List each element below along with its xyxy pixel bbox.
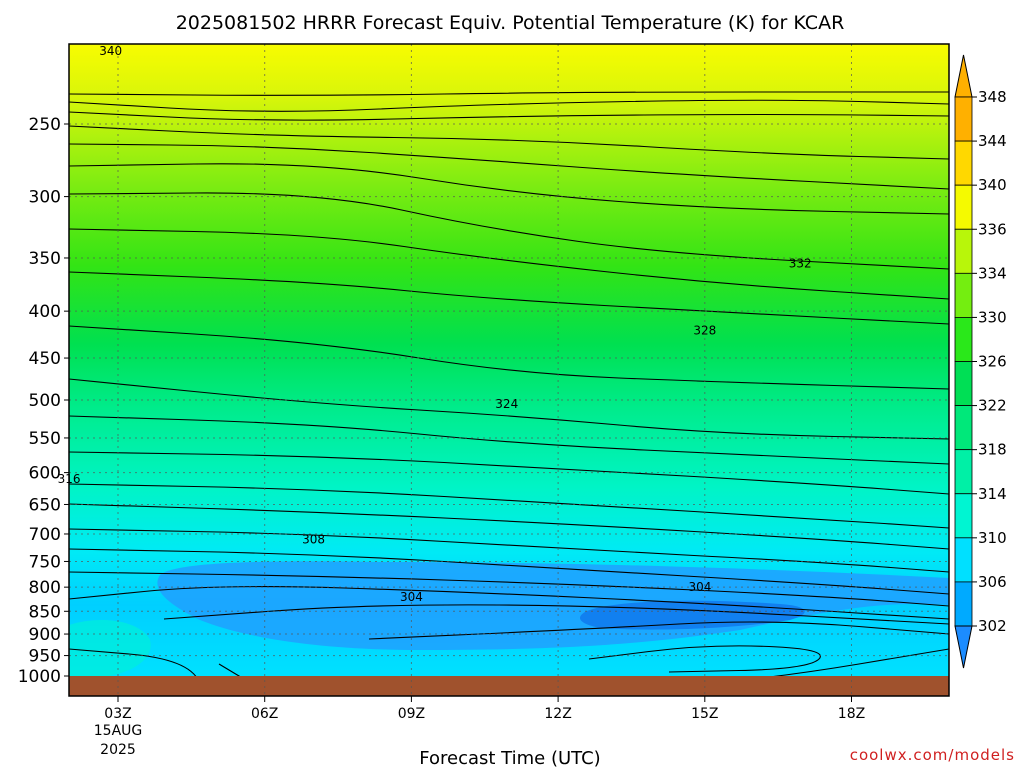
contour-line [368, 621, 949, 640]
colorbar-band [954, 537, 973, 583]
colorbar-label: 302 [978, 617, 1007, 635]
colorbar-band [954, 140, 973, 186]
colorbar-band [954, 581, 973, 627]
colorbar-band [954, 449, 973, 495]
contour-line [69, 378, 949, 440]
y-tick-label: 900 [29, 625, 61, 645]
colorbar: 348 344 340 336 334 330 326 322 318 314 310 306 302 [954, 54, 1007, 669]
chart-title: 2025081502 HRRR Forecast Equiv. Potentia… [176, 12, 845, 34]
colorbar-label: 322 [978, 397, 1007, 415]
colorbar-label: 340 [978, 176, 1007, 194]
contour-line [69, 163, 949, 215]
x-tick-label: 15Z [691, 706, 718, 722]
contour-line [69, 125, 949, 160]
colorbar-label: 344 [978, 132, 1007, 150]
colorbar-min-arrow [954, 625, 973, 669]
x-tick-label: 06Z [251, 706, 278, 722]
y-tick-label: 700 [29, 525, 61, 545]
colorbar-label: 330 [978, 308, 1007, 326]
colorbar-label: 306 [978, 573, 1007, 591]
y-tick-label: 750 [29, 552, 61, 572]
contour-lines [69, 91, 949, 696]
x-tick-label: 09Z [398, 706, 425, 722]
contour-line [69, 228, 949, 300]
contour-line [69, 143, 949, 190]
colorbar-band [954, 228, 973, 274]
colorbar-label: 318 [978, 441, 1007, 459]
y-tick-label: 350 [29, 249, 61, 269]
contour-line [69, 528, 949, 573]
y-tick-label: 950 [29, 647, 61, 667]
contour-label: 328 [693, 324, 716, 338]
y-tick-label: 600 [29, 464, 61, 484]
contour-line [588, 645, 821, 673]
colorbar-band [954, 493, 973, 539]
colorbar-label: 314 [978, 485, 1007, 503]
contour-line [69, 451, 949, 495]
colorbar-label: 326 [978, 353, 1007, 371]
colorbar-band [954, 96, 973, 142]
contour-line [163, 604, 949, 625]
colorbar-label: 310 [978, 529, 1007, 547]
y-tick-label: 250 [29, 115, 61, 135]
colorbar-label: 336 [978, 220, 1007, 238]
y-tick-label: 650 [29, 495, 61, 515]
contour-line [69, 325, 949, 390]
credit-annotation: coolwx.com/models [850, 746, 1015, 764]
y-tick-label: 1000 [18, 667, 61, 687]
colorbar-label: 334 [978, 264, 1007, 282]
contour-label: 308 [302, 533, 325, 547]
plot-frame [68, 43, 950, 697]
y-tick-label: 500 [29, 391, 61, 411]
x-sublabel-date: 15AUG [94, 723, 143, 739]
x-axis-label: Forecast Time (UTC) [419, 748, 600, 768]
colorbar-band [954, 317, 973, 362]
x-axis-ticks: 03Z 06Z 09Z 12Z 15Z 18Z [104, 696, 865, 722]
y-tick-label: 450 [29, 349, 61, 369]
colorbar-band [954, 272, 973, 318]
y-tick-label: 300 [29, 188, 61, 208]
colorbar-band [954, 361, 973, 406]
contour-label: 340 [99, 44, 122, 58]
contour-line [69, 111, 949, 121]
contour-line [69, 91, 949, 96]
y-tick-label: 850 [29, 602, 61, 622]
contour-labels: 340 332 328 324 316 308 304 304 [58, 44, 812, 604]
x-tick-label: 18Z [838, 706, 865, 722]
contour-line [69, 415, 949, 465]
contour-label: 316 [58, 472, 81, 486]
x-tick-label: 03Z [104, 706, 131, 722]
y-axis-ticks: 250 300 350 400 450 500 550 600 650 700 750 800 850 9… [18, 115, 69, 687]
contour-line [69, 548, 949, 595]
contour-line [910, 693, 949, 696]
y-tick-label: 400 [29, 302, 61, 322]
contour-line [69, 271, 949, 325]
y-tick-label: 800 [29, 578, 61, 598]
y-tick-label: 550 [29, 429, 61, 449]
x-tick-label: 12Z [544, 706, 571, 722]
colorbar-label: 348 [978, 88, 1007, 106]
plot-area [69, 44, 949, 696]
contour-line [69, 586, 949, 620]
contour-label: 304 [688, 580, 711, 594]
colorbar-max-arrow [954, 54, 973, 98]
contour-line [69, 503, 949, 550]
contour-label: 304 [400, 590, 423, 604]
contour-line [69, 483, 949, 529]
contour-label: 324 [495, 397, 518, 411]
x-sublabel-year: 2025 [100, 742, 136, 758]
grid-lines [69, 44, 949, 696]
contour-line [69, 571, 949, 607]
contour-line [69, 99, 949, 112]
colorbar-band [954, 405, 973, 451]
ground-strip [69, 676, 949, 696]
contour-label: 332 [789, 257, 812, 271]
colorbar-band [954, 184, 973, 230]
contour-line [69, 192, 949, 270]
